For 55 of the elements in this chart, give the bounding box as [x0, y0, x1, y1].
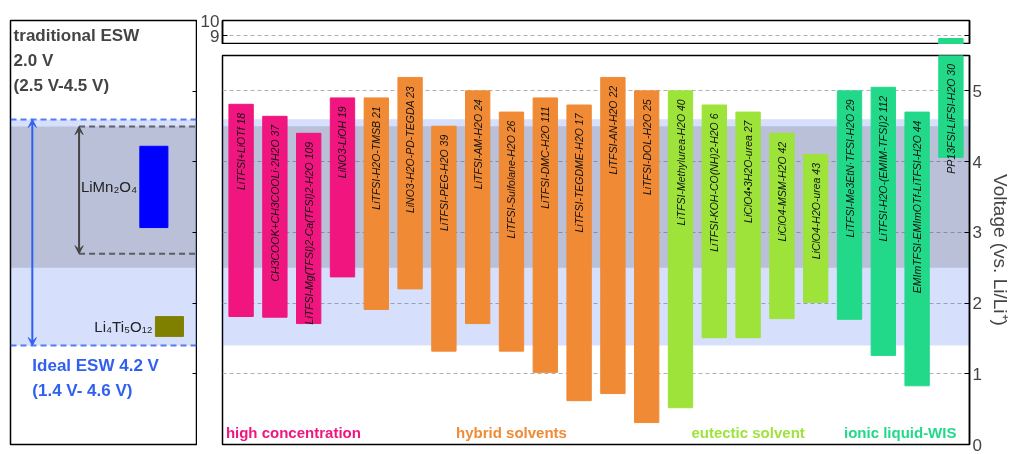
category-label: LiTFSI-AN-H2O 22: [606, 85, 619, 175]
category-label: CH3COOK+CH3COOLi·2H2O 37: [268, 124, 281, 282]
y-tick-label: 2: [972, 294, 982, 314]
bar: [228, 103, 254, 317]
category-label: LiClO4-MSM-H2O 42: [775, 141, 788, 242]
bar: [735, 111, 761, 339]
category-label: LiTFSI-KOH-CO(NH)2-H2O 6: [708, 113, 721, 252]
annotation: high concentration: [225, 424, 361, 442]
bar: [329, 97, 356, 278]
category-label: LiTFSI-H2O-TMSB 21: [370, 106, 383, 210]
category-label: LiTFSI-Me3EtN·TFSI-H2O 29: [843, 99, 856, 238]
y-tick-label: 5: [972, 81, 982, 101]
band-label: Ideal ESW 4.2 V (1.4 V- 4.6 V): [32, 356, 160, 400]
bar: [701, 104, 727, 339]
bar: [870, 86, 896, 356]
bar: [498, 111, 525, 352]
category-label: LiNO3-LiOH 19: [336, 106, 349, 179]
annotation: ionic liquid-WIS: [843, 424, 957, 442]
category-label: LiTFSI-TEGDME-H2O 17: [573, 113, 586, 233]
text: LiMn₂O₄: [80, 178, 138, 196]
category-label: PP13FSI-LiFSI-H2O 30: [944, 63, 957, 174]
bar: [431, 125, 457, 352]
bar: [397, 76, 423, 290]
category-label: EMImTFSI-EMImOTf-LiTFSI-H2O 44: [911, 120, 924, 294]
y-tick-label: 0: [972, 435, 982, 454]
bar: [465, 90, 491, 325]
category-label: LiTFSI-AM-H2O 24: [471, 99, 484, 190]
bar: [803, 154, 829, 303]
y-tick-label: 3: [972, 223, 982, 243]
annotation: Li₄Ti₅O₁₂: [94, 317, 153, 335]
category-label: LiTFSI-PEG-H2O 39: [437, 134, 450, 231]
y-tick-label: 1: [972, 364, 982, 384]
bar: [904, 111, 930, 387]
bar: [769, 132, 795, 320]
annotation: eutectic solvent: [691, 424, 805, 442]
category-label: LiTFSI-Mg(TFSI)2-Ca(TFSI)2-H2O 109: [302, 141, 315, 325]
y-axis-title: Voltage (vs. Li/Li⁺): [989, 174, 1011, 326]
y-tick-label: 4: [972, 152, 982, 172]
bar: [363, 97, 389, 310]
bar: [566, 104, 592, 402]
bar: [667, 90, 694, 409]
category-label: LiNO3-H2O-PD-TEGDA 23: [404, 86, 417, 214]
category-label: LiTFSI-DOL-H2O 25: [640, 99, 653, 196]
bar: [634, 90, 660, 424]
bar: [532, 97, 558, 373]
category-label: LiTFSI-H2O-(EMIM-TFSI)2 112: [877, 95, 890, 242]
bar: [600, 76, 626, 395]
category-label: LiTFSI-Methylurea-H2O 40: [674, 99, 687, 226]
category-label: LiTFSI-Sulfolane-H2O 26: [505, 120, 518, 239]
annotation: hybrid solvents: [456, 424, 567, 442]
band-label: traditional ESW 2.0 V (2.5 V-4.5 V): [13, 26, 141, 95]
category-label: LiTFSI+LiOTf 18: [235, 112, 248, 191]
category-label: LiClO4-H2O-urea 43: [809, 163, 822, 260]
category-label: LiTFSI-DMC-H2O 111: [539, 106, 552, 209]
category-label: LiClO4•3H2O-urea 27: [742, 120, 755, 223]
